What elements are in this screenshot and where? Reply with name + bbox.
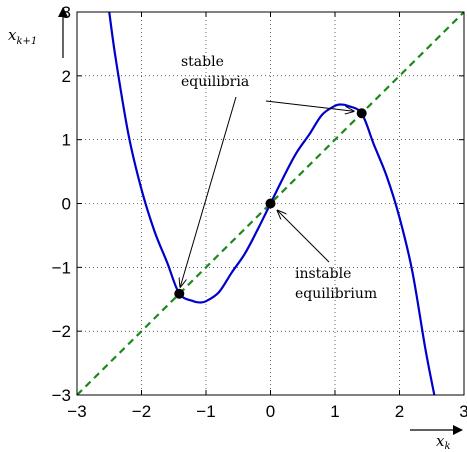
x-tick-label: 2 <box>395 402 404 421</box>
equilibrium-point <box>356 108 367 119</box>
equilibrium-point <box>265 198 276 209</box>
x-tick-label: 3 <box>459 402 467 421</box>
y-tick-label: 1 <box>62 131 71 150</box>
x-tick-label: 1 <box>330 402 339 421</box>
x-tick-label: −1 <box>196 402 215 421</box>
equilibrium-points <box>174 108 367 299</box>
y-tick-label: −3 <box>52 386 71 405</box>
x-axis-label: xk <box>410 425 463 452</box>
y-tick-label: 0 <box>62 195 71 214</box>
annotation-text: equilibria <box>181 74 249 90</box>
equilibrium-point <box>174 288 185 299</box>
x-tick-label: 0 <box>266 402 275 421</box>
y-tick-label: 2 <box>62 67 71 86</box>
x-axis-title: xk <box>436 432 451 452</box>
y-axis-title: xk+1 <box>8 26 37 47</box>
y-axis-label: xk+1 <box>8 7 68 58</box>
annotation-stable: stable equilibria <box>180 54 353 287</box>
x-tick-label: −2 <box>132 402 151 421</box>
axis-labels: xk+1 xk <box>8 7 463 452</box>
annotation-arrow <box>278 211 330 263</box>
annotation-text: equilibrium <box>295 286 377 302</box>
y-tick-label: −2 <box>52 322 71 341</box>
annotation-text: stable <box>181 54 224 70</box>
identity-line <box>76 11 465 396</box>
y-tick-label: −1 <box>52 258 71 277</box>
annotation-text: instable <box>295 266 351 282</box>
x-tick-label: −3 <box>67 402 86 421</box>
annotation-arrow <box>265 100 354 111</box>
annotation-instable: instable equilibrium <box>278 211 377 302</box>
annotation-arrow <box>180 96 237 287</box>
annotations: stable equilibria instable equilibrium <box>180 54 377 302</box>
